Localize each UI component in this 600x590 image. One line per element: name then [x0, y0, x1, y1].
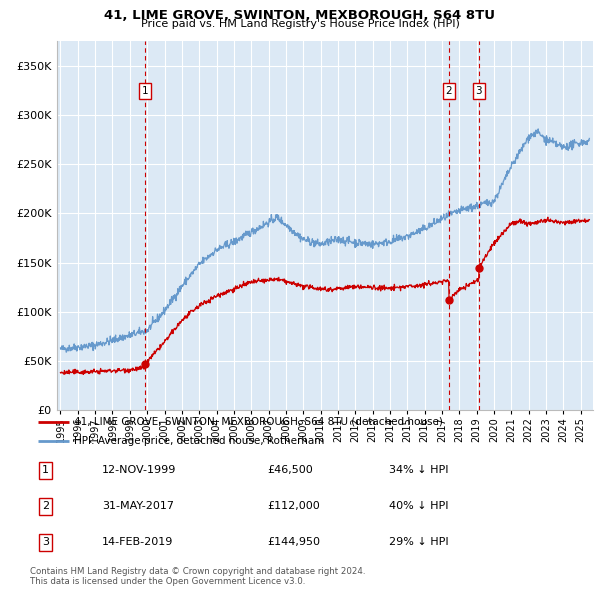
Text: HPI: Average price, detached house, Rotherham: HPI: Average price, detached house, Roth…: [74, 437, 325, 447]
Text: 3: 3: [475, 86, 482, 96]
Text: 29% ↓ HPI: 29% ↓ HPI: [389, 537, 448, 547]
Text: £112,000: £112,000: [268, 502, 320, 511]
Text: 41, LIME GROVE, SWINTON, MEXBOROUGH, S64 8TU (detached house): 41, LIME GROVE, SWINTON, MEXBOROUGH, S64…: [74, 417, 443, 427]
Text: 12-NOV-1999: 12-NOV-1999: [102, 466, 176, 475]
Text: 2: 2: [42, 502, 49, 511]
Text: Price paid vs. HM Land Registry's House Price Index (HPI): Price paid vs. HM Land Registry's House …: [140, 19, 460, 30]
Text: 1: 1: [42, 466, 49, 475]
Text: £144,950: £144,950: [268, 537, 320, 547]
Text: 14-FEB-2019: 14-FEB-2019: [102, 537, 173, 547]
Text: 34% ↓ HPI: 34% ↓ HPI: [389, 466, 448, 475]
Text: 31-MAY-2017: 31-MAY-2017: [102, 502, 174, 511]
Text: 1: 1: [142, 86, 148, 96]
Text: £46,500: £46,500: [268, 466, 313, 475]
Text: 40% ↓ HPI: 40% ↓ HPI: [389, 502, 448, 511]
Text: 41, LIME GROVE, SWINTON, MEXBOROUGH, S64 8TU: 41, LIME GROVE, SWINTON, MEXBOROUGH, S64…: [104, 9, 496, 22]
Text: 2: 2: [446, 86, 452, 96]
Text: Contains HM Land Registry data © Crown copyright and database right 2024.
This d: Contains HM Land Registry data © Crown c…: [30, 567, 365, 586]
Text: 3: 3: [42, 537, 49, 547]
